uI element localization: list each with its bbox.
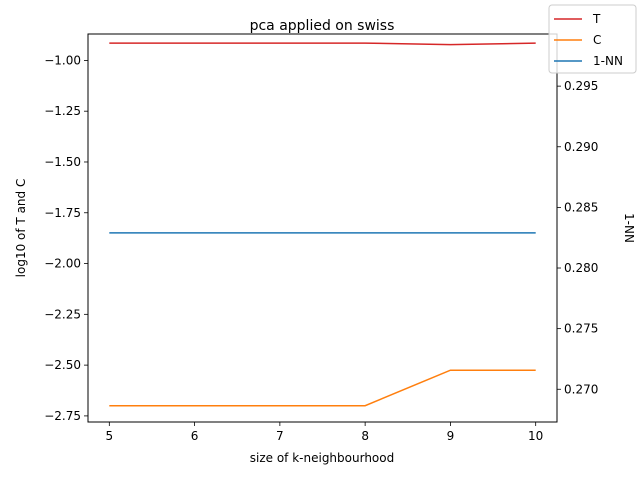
- left-tick-label: −1.00: [44, 53, 81, 67]
- x-tick-label: 8: [361, 429, 369, 443]
- series-line-c: [109, 369, 536, 407]
- left-tick-label: −1.25: [44, 104, 81, 118]
- right-axis-label: 1-NN: [622, 213, 636, 243]
- left-tick-label: −2.25: [44, 307, 81, 321]
- right-tick-label: 0.290: [564, 140, 598, 154]
- left-tick-label: −2.75: [44, 409, 81, 423]
- left-tick-label: −2.00: [44, 257, 81, 271]
- right-tick-label: 0.280: [564, 261, 598, 275]
- right-tick-label: 0.285: [564, 200, 598, 214]
- chart-title: pca applied on swiss: [250, 18, 395, 34]
- right-tick-label: 0.275: [564, 322, 598, 336]
- left-tick-label: −1.75: [44, 206, 81, 220]
- legend-label-1-nn: 1-NN: [593, 54, 623, 68]
- left-axis-ticks: −1.00 −1.25 −1.50 −1.75 −2.00 −2.25 −2.50 −2.75: [44, 53, 88, 423]
- legend-items: TC 1-NN: [554, 12, 623, 68]
- right-tick-label: 0.295: [564, 79, 598, 93]
- x-tick-label: 10: [528, 429, 543, 443]
- legend-box: [548, 4, 637, 74]
- left-axis-label: log10 of T and C: [14, 179, 28, 278]
- x-tick-label: 5: [105, 429, 113, 443]
- right-axis-ticks: 0.270 0.275 0.280 0.285 0.290 0.295: [557, 79, 598, 396]
- x-tick-label: 7: [276, 429, 284, 443]
- x-tick-label: 9: [447, 429, 455, 443]
- legend-label-t: T: [592, 12, 601, 26]
- x-axis-ticks: 5 6 7 8 9 10: [105, 422, 543, 443]
- left-tick-label: −1.50: [44, 155, 81, 169]
- series-line-t: [109, 42, 536, 46]
- left-tick-label: −2.50: [44, 358, 81, 372]
- plot-lines: [109, 42, 536, 407]
- legend-label-c: C: [593, 33, 601, 47]
- legend: TC 1-NN: [548, 4, 637, 74]
- right-tick-label: 0.270: [564, 382, 598, 396]
- plot-frame: [87, 33, 558, 423]
- x-tick-label: 6: [191, 429, 199, 443]
- x-axis-label: size of k-neighbourhood: [250, 451, 394, 465]
